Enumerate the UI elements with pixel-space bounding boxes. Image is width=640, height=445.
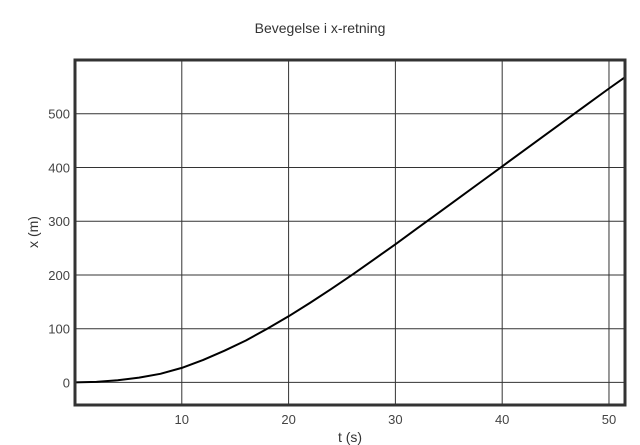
series-line: [74, 76, 626, 384]
y-tick-label: 500: [48, 107, 70, 122]
x-tick-label: 30: [388, 412, 402, 427]
y-tick-label: 400: [48, 160, 70, 175]
y-tick-label: 300: [48, 214, 70, 229]
plot-frame: [73, 58, 627, 407]
y-tick-labels: 0 100 200 300 400 500: [48, 107, 70, 391]
y-tick-label: 100: [48, 322, 70, 337]
series-layer: [74, 76, 626, 384]
x-tick-label: 20: [281, 412, 295, 427]
y-tick-label: 200: [48, 268, 70, 283]
x-axis-label: t (s): [338, 429, 362, 445]
x-tick-label: 50: [602, 412, 616, 427]
x-tick-label: 10: [175, 412, 189, 427]
chart-title: Bevegelse i x-retning: [255, 20, 386, 36]
grid-lines: [75, 60, 625, 405]
x-tick-labels: 10 20 30 40 50: [175, 412, 617, 427]
x-tick-label: 40: [495, 412, 509, 427]
y-axis-label: x (m): [25, 216, 41, 248]
y-tick-label: 0: [63, 375, 70, 390]
